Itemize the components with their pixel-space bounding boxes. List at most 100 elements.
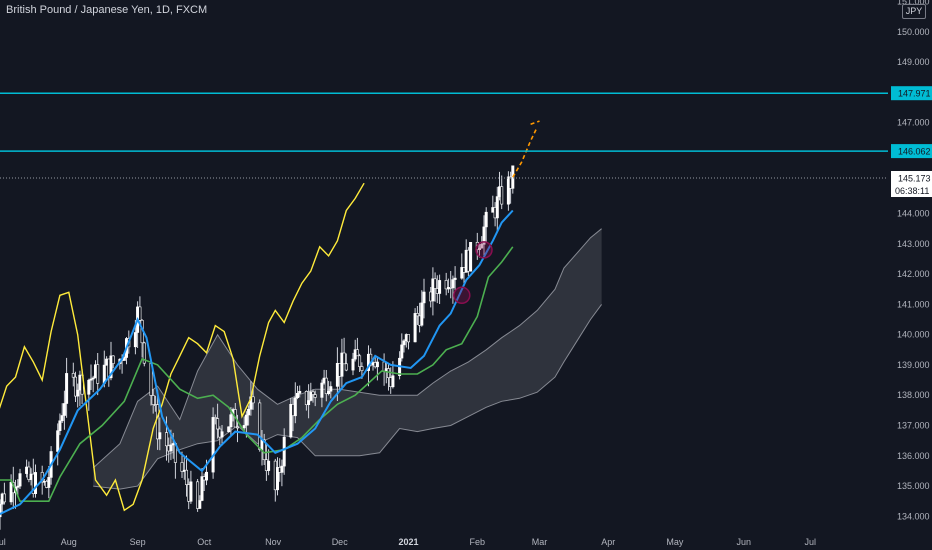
candle-body bbox=[358, 355, 362, 367]
candle-body bbox=[74, 376, 78, 397]
candle bbox=[495, 186, 499, 231]
candle bbox=[76, 383, 80, 408]
candle bbox=[320, 379, 324, 408]
candle bbox=[500, 175, 504, 210]
level-price-tag bbox=[891, 86, 932, 101]
candle-body bbox=[415, 313, 419, 317]
candle bbox=[313, 390, 317, 407]
candle bbox=[431, 267, 435, 316]
candle-body bbox=[251, 396, 255, 404]
price-axis[interactable]: 134.000 135.000 136.000 137.000 138.000 139.0… bbox=[891, 0, 932, 521]
candle bbox=[295, 385, 299, 400]
candle-body bbox=[65, 373, 69, 404]
time-axis[interactable]: Jul Aug Sep Oct Nov Dec 2021 Feb Mar Apr May Jun Jul bbox=[0, 537, 816, 547]
candle bbox=[309, 382, 313, 402]
candle bbox=[422, 278, 426, 319]
candle-body bbox=[422, 291, 426, 304]
candle-body bbox=[295, 392, 299, 398]
candle bbox=[27, 461, 31, 483]
time-tick-label: Nov bbox=[265, 537, 282, 547]
time-tick-label: Aug bbox=[61, 537, 77, 547]
candle bbox=[280, 459, 284, 487]
candle bbox=[289, 397, 293, 439]
candle bbox=[293, 382, 297, 424]
candle bbox=[58, 413, 62, 436]
candle bbox=[220, 425, 224, 446]
candle-body bbox=[262, 439, 266, 460]
time-tick-label: Jun bbox=[736, 537, 751, 547]
candle-body bbox=[282, 436, 286, 467]
price-tick-label: 138.000 bbox=[897, 390, 930, 400]
candle bbox=[138, 296, 142, 325]
horizontal-levels[interactable] bbox=[0, 92, 888, 179]
candle bbox=[16, 479, 20, 497]
candle bbox=[200, 468, 204, 502]
candle bbox=[402, 339, 406, 353]
candle-body bbox=[27, 466, 31, 480]
candle-body bbox=[495, 196, 499, 219]
currency-button[interactable]: JPY bbox=[902, 4, 926, 19]
price-tick-label: 137.000 bbox=[897, 421, 930, 431]
candle bbox=[111, 355, 115, 369]
candle bbox=[506, 171, 510, 211]
candle-body bbox=[355, 349, 359, 357]
candle-body bbox=[451, 279, 455, 289]
candle bbox=[342, 337, 346, 365]
bar-countdown-label: 06:38:11 bbox=[895, 186, 929, 196]
candle bbox=[298, 385, 302, 398]
candle bbox=[311, 389, 315, 403]
level-price-tag bbox=[891, 144, 932, 159]
candle bbox=[247, 405, 251, 426]
candle-body bbox=[402, 340, 406, 346]
candle bbox=[438, 274, 442, 304]
price-tick-label: 136.000 bbox=[897, 451, 930, 461]
candle bbox=[47, 466, 51, 499]
candle-body bbox=[0, 503, 2, 518]
candle-body bbox=[185, 469, 189, 485]
price-tick-label: 150.000 bbox=[897, 27, 930, 37]
candle bbox=[62, 390, 66, 430]
candle bbox=[469, 242, 473, 272]
candle-body bbox=[213, 417, 217, 419]
time-tick-label: Jul bbox=[805, 537, 817, 547]
candle-body bbox=[258, 402, 262, 450]
candle bbox=[340, 338, 344, 389]
candle bbox=[151, 389, 155, 414]
candle-body bbox=[506, 176, 510, 205]
candle bbox=[65, 357, 69, 418]
highlight-circle bbox=[475, 241, 493, 259]
candle-body bbox=[420, 302, 424, 326]
candle-body bbox=[142, 342, 146, 364]
time-tick-label: Mar bbox=[532, 537, 548, 547]
candle bbox=[142, 341, 146, 367]
candle bbox=[355, 337, 359, 357]
candle bbox=[444, 272, 448, 296]
candle bbox=[482, 215, 486, 256]
price-tick-label: 134.000 bbox=[897, 511, 930, 521]
candle bbox=[351, 352, 355, 376]
candle bbox=[420, 290, 424, 327]
candle-body bbox=[482, 226, 486, 245]
candle-body bbox=[165, 432, 169, 447]
candle bbox=[415, 306, 419, 325]
candle-body bbox=[133, 332, 137, 348]
candle-body bbox=[18, 473, 22, 487]
candle-body bbox=[87, 379, 91, 395]
candle bbox=[344, 353, 348, 372]
candle-body bbox=[58, 420, 62, 431]
candle bbox=[433, 272, 437, 302]
candle-body bbox=[96, 364, 100, 384]
candle bbox=[477, 243, 481, 258]
price-tick-label: 144.000 bbox=[897, 209, 930, 219]
candle-body bbox=[460, 267, 464, 279]
candle-body bbox=[247, 408, 251, 416]
candle bbox=[262, 433, 266, 465]
candle-body bbox=[200, 476, 204, 501]
time-tick-label: Oct bbox=[197, 537, 212, 547]
candle-body bbox=[236, 426, 240, 429]
candle bbox=[96, 353, 100, 396]
time-tick-label: Jul bbox=[0, 537, 6, 547]
candle-body bbox=[267, 460, 271, 471]
candle-body bbox=[484, 211, 488, 228]
